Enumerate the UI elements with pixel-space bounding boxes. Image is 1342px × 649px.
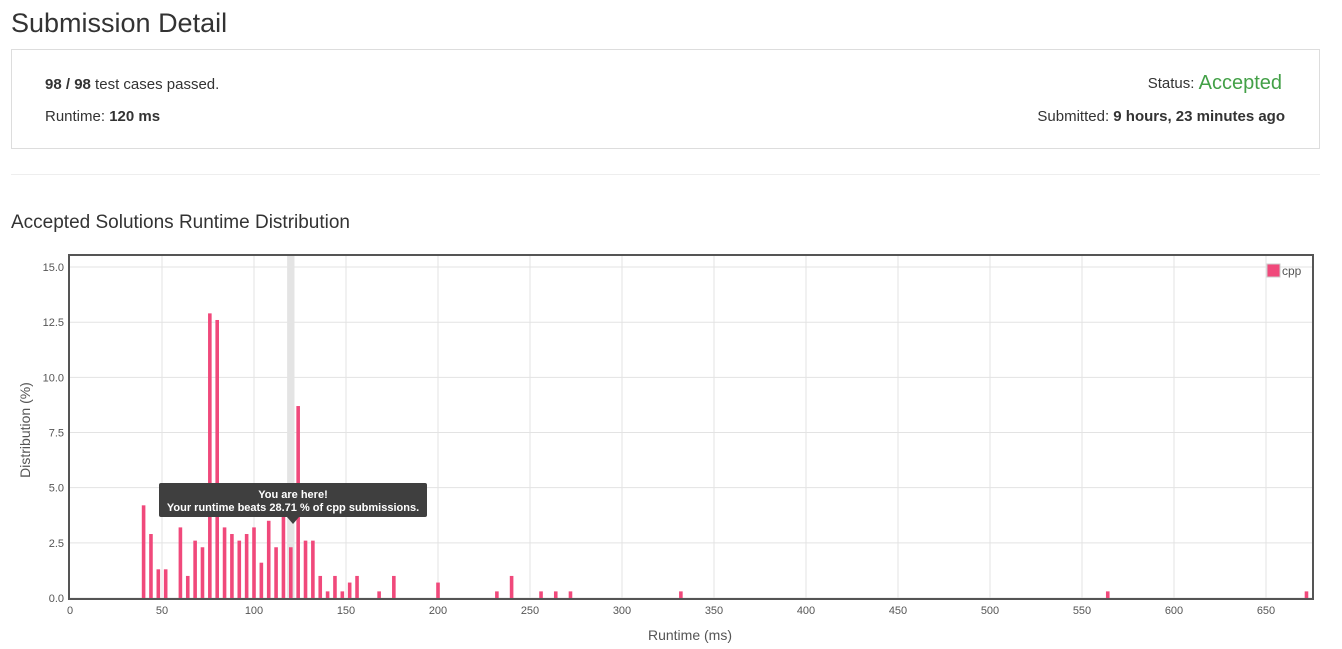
x-tick-label: 0 <box>67 605 73 617</box>
y-tick-label: 0.0 <box>49 593 64 605</box>
x-axis-ticks: 0 50 100 150 200 250 300 350 400 450 500 550 600 650 <box>67 605 1275 617</box>
distribution-bar[interactable] <box>509 575 514 598</box>
runtime-label: Runtime: <box>45 108 110 125</box>
tooltip-message: Your runtime beats 28.71 % of cpp submis… <box>167 502 419 514</box>
distribution-bar[interactable] <box>244 534 249 598</box>
distribution-bar[interactable] <box>333 575 337 598</box>
distribution-bar[interactable] <box>193 540 197 598</box>
plot-background <box>70 256 1312 598</box>
y-tick-label: 2.5 <box>49 538 64 550</box>
y-tick-label: 12.5 <box>43 317 64 329</box>
y-axis-label: Distribution (%) <box>17 382 33 478</box>
x-tick-label: 650 <box>1257 605 1275 617</box>
legend: cpp <box>1266 263 1302 278</box>
legend-swatch <box>1266 263 1281 278</box>
x-tick-label: 350 <box>705 605 723 617</box>
distribution-bar[interactable] <box>289 547 293 598</box>
status-label: Status: <box>1147 75 1199 92</box>
distribution-bar[interactable] <box>274 547 278 598</box>
page-title: Submission Detail <box>11 8 228 38</box>
distribution-bar[interactable] <box>185 575 190 598</box>
tooltip-pointer <box>287 517 299 524</box>
distribution-bar[interactable] <box>215 319 219 598</box>
distribution-bar[interactable] <box>318 575 323 598</box>
submission-summary-panel: 98 / 98 test cases passed. Runtime: 120 … <box>11 49 1320 149</box>
distribution-bar[interactable] <box>141 505 146 598</box>
status-summary: Status: Accepted <box>1148 73 1282 94</box>
status-badge: Accepted <box>1198 72 1282 94</box>
y-axis-ticks: 0.0 2.5 5.0 7.5 10.0 12.5 15.0 <box>43 262 64 605</box>
distribution-bar[interactable] <box>347 582 352 598</box>
distribution-bar[interactable] <box>252 527 256 598</box>
distribution-bar[interactable] <box>392 575 396 598</box>
distribution-bar[interactable] <box>303 540 308 598</box>
distribution-bar[interactable] <box>266 520 271 598</box>
distribution-bar[interactable] <box>222 527 227 598</box>
y-tick-label: 15.0 <box>43 262 64 274</box>
distribution-bar[interactable] <box>1105 591 1110 598</box>
x-tick-label: 200 <box>429 605 447 617</box>
x-tick-label: 450 <box>889 605 907 617</box>
distribution-bar[interactable] <box>539 591 543 598</box>
x-tick-label: 300 <box>613 605 631 617</box>
runtime-tooltip: You are here! Your runtime beats 28.71 %… <box>159 483 427 524</box>
distribution-bar[interactable] <box>553 591 558 598</box>
y-tick-label: 7.5 <box>49 428 64 440</box>
distribution-bar[interactable] <box>149 534 153 598</box>
x-tick-label: 150 <box>337 605 355 617</box>
distribution-bar[interactable] <box>259 562 264 598</box>
runtime-distribution-chart[interactable]: 0.0 2.5 5.0 7.5 10.0 12.5 15.0 0 50 100 150 200 250… <box>0 240 1342 649</box>
distribution-bar[interactable] <box>208 313 212 598</box>
x-tick-label: 100 <box>245 605 263 617</box>
total-count: 98 <box>74 76 91 93</box>
count-separator: / <box>61 76 75 93</box>
distribution-bar[interactable] <box>230 534 234 598</box>
x-tick-label: 600 <box>1165 605 1183 617</box>
x-tick-label: 500 <box>981 605 999 617</box>
tooltip-background <box>159 483 427 517</box>
distribution-bar[interactable] <box>355 575 359 598</box>
plot-border <box>68 254 1314 600</box>
distribution-bar[interactable] <box>568 591 573 598</box>
passed-suffix: test cases passed. <box>90 76 220 93</box>
distribution-bar[interactable] <box>156 569 161 598</box>
distribution-bar[interactable] <box>495 591 499 598</box>
distribution-bar[interactable] <box>436 582 440 598</box>
runtime-value: 120 ms <box>109 108 161 125</box>
distribution-bar[interactable] <box>311 540 315 598</box>
x-tick-label: 50 <box>156 605 168 617</box>
x-tick-label: 250 <box>521 605 539 617</box>
legend-label: cpp <box>1282 264 1302 278</box>
tooltip-title: You are here! <box>258 489 328 501</box>
passed-count: 98 <box>45 76 62 93</box>
submitted-summary: Submitted: 9 hours, 23 minutes ago <box>1037 107 1285 127</box>
x-tick-label: 400 <box>797 605 815 617</box>
y-tick-label: 10.0 <box>43 372 64 384</box>
highlight-band-layer <box>287 256 295 598</box>
distribution-title: Accepted Solutions Runtime Distribution <box>11 212 351 233</box>
submitted-value: 9 hours, 23 minutes ago <box>1113 108 1285 125</box>
distribution-bar[interactable] <box>1304 591 1309 598</box>
distribution-bar[interactable] <box>325 591 330 598</box>
runtime-summary: Runtime: 120 ms <box>45 107 160 127</box>
distribution-bar[interactable] <box>281 511 286 598</box>
distribution-bar[interactable] <box>200 547 205 598</box>
x-tick-label: 550 <box>1073 605 1091 617</box>
submitted-label: Submitted: <box>1037 108 1114 125</box>
distribution-bar[interactable] <box>178 527 183 598</box>
distribution-bar[interactable] <box>163 569 168 598</box>
x-axis-label: Runtime (ms) <box>648 627 732 643</box>
y-tick-label: 5.0 <box>49 483 64 495</box>
distribution-bar[interactable] <box>377 591 381 598</box>
distribution-bar[interactable] <box>237 540 242 598</box>
test-cases-summary: 98 / 98 test cases passed. <box>45 75 219 95</box>
distribution-bar[interactable] <box>679 591 683 598</box>
your-runtime-highlight <box>287 256 295 598</box>
section-divider <box>11 174 1320 175</box>
distribution-bar[interactable] <box>340 591 345 598</box>
